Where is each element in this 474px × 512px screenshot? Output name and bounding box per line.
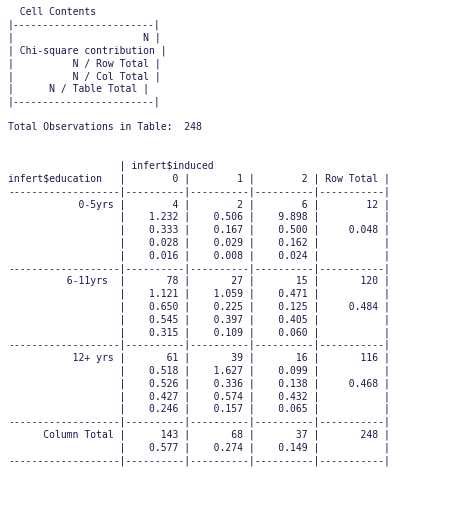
Text: |    0.016 |    0.008 |    0.024 |           |: | 0.016 | 0.008 | 0.024 | | — [8, 250, 390, 261]
Text: Total Observations in Table:  248: Total Observations in Table: 248 — [8, 122, 202, 132]
Text: -------------------|----------|----------|----------|-----------|: -------------------|----------|---------… — [8, 455, 390, 465]
Text: |                      N |: | N | — [8, 33, 161, 43]
Text: -------------------|----------|----------|----------|-----------|: -------------------|----------|---------… — [8, 186, 390, 197]
Text: 6-11yrs  |       78 |       27 |       15 |       120 |: 6-11yrs | 78 | 27 | 15 | 120 | — [8, 276, 390, 286]
Text: |    0.650 |    0.225 |    0.125 |     0.484 |: | 0.650 | 0.225 | 0.125 | 0.484 | — [8, 302, 390, 312]
Text: |    1.121 |    1.059 |    0.471 |           |: | 1.121 | 1.059 | 0.471 | | — [8, 289, 390, 299]
Text: |    0.545 |    0.397 |    0.405 |           |: | 0.545 | 0.397 | 0.405 | | — [8, 314, 390, 325]
Text: 0-5yrs |        4 |        2 |        6 |        12 |: 0-5yrs | 4 | 2 | 6 | 12 | — [8, 199, 390, 209]
Text: |    0.526 |    0.336 |    0.138 |     0.468 |: | 0.526 | 0.336 | 0.138 | 0.468 | — [8, 378, 390, 389]
Text: Column Total |      143 |       68 |       37 |       248 |: Column Total | 143 | 68 | 37 | 248 | — [8, 430, 390, 440]
Text: |    0.427 |    0.574 |    0.432 |           |: | 0.427 | 0.574 | 0.432 | | — [8, 391, 390, 401]
Text: infert$education   |        0 |        1 |        2 | Row Total |: infert$education | 0 | 1 | 2 | Row Total… — [8, 174, 390, 184]
Text: Cell Contents: Cell Contents — [8, 7, 96, 17]
Text: |------------------------|: |------------------------| — [8, 97, 161, 107]
Text: |      N / Table Total |: | N / Table Total | — [8, 84, 149, 94]
Text: |    1.232 |    0.506 |    9.898 |           |: | 1.232 | 0.506 | 9.898 | | — [8, 212, 390, 222]
Text: |    0.518 |    1.627 |    0.099 |           |: | 0.518 | 1.627 | 0.099 | | — [8, 366, 390, 376]
Text: |    0.028 |    0.029 |    0.162 |           |: | 0.028 | 0.029 | 0.162 | | — [8, 238, 390, 248]
Text: |    0.333 |    0.167 |    0.500 |     0.048 |: | 0.333 | 0.167 | 0.500 | 0.048 | — [8, 225, 390, 235]
Text: |    0.577 |    0.274 |    0.149 |           |: | 0.577 | 0.274 | 0.149 | | — [8, 442, 390, 453]
Text: |          N / Row Total |: | N / Row Total | — [8, 58, 161, 69]
Text: |          N / Col Total |: | N / Col Total | — [8, 71, 161, 81]
Text: -------------------|----------|----------|----------|-----------|: -------------------|----------|---------… — [8, 340, 390, 350]
Text: |------------------------|: |------------------------| — [8, 20, 161, 30]
Text: -------------------|----------|----------|----------|-----------|: -------------------|----------|---------… — [8, 417, 390, 427]
Text: |    0.246 |    0.157 |    0.065 |           |: | 0.246 | 0.157 | 0.065 | | — [8, 404, 390, 414]
Text: | infert$induced: | infert$induced — [8, 161, 214, 171]
Text: | Chi-square contribution |: | Chi-square contribution | — [8, 46, 167, 56]
Text: -------------------|----------|----------|----------|-----------|: -------------------|----------|---------… — [8, 263, 390, 273]
Text: |    0.315 |    0.109 |    0.060 |           |: | 0.315 | 0.109 | 0.060 | | — [8, 327, 390, 337]
Text: 12+ yrs |       61 |       39 |       16 |       116 |: 12+ yrs | 61 | 39 | 16 | 116 | — [8, 353, 390, 363]
